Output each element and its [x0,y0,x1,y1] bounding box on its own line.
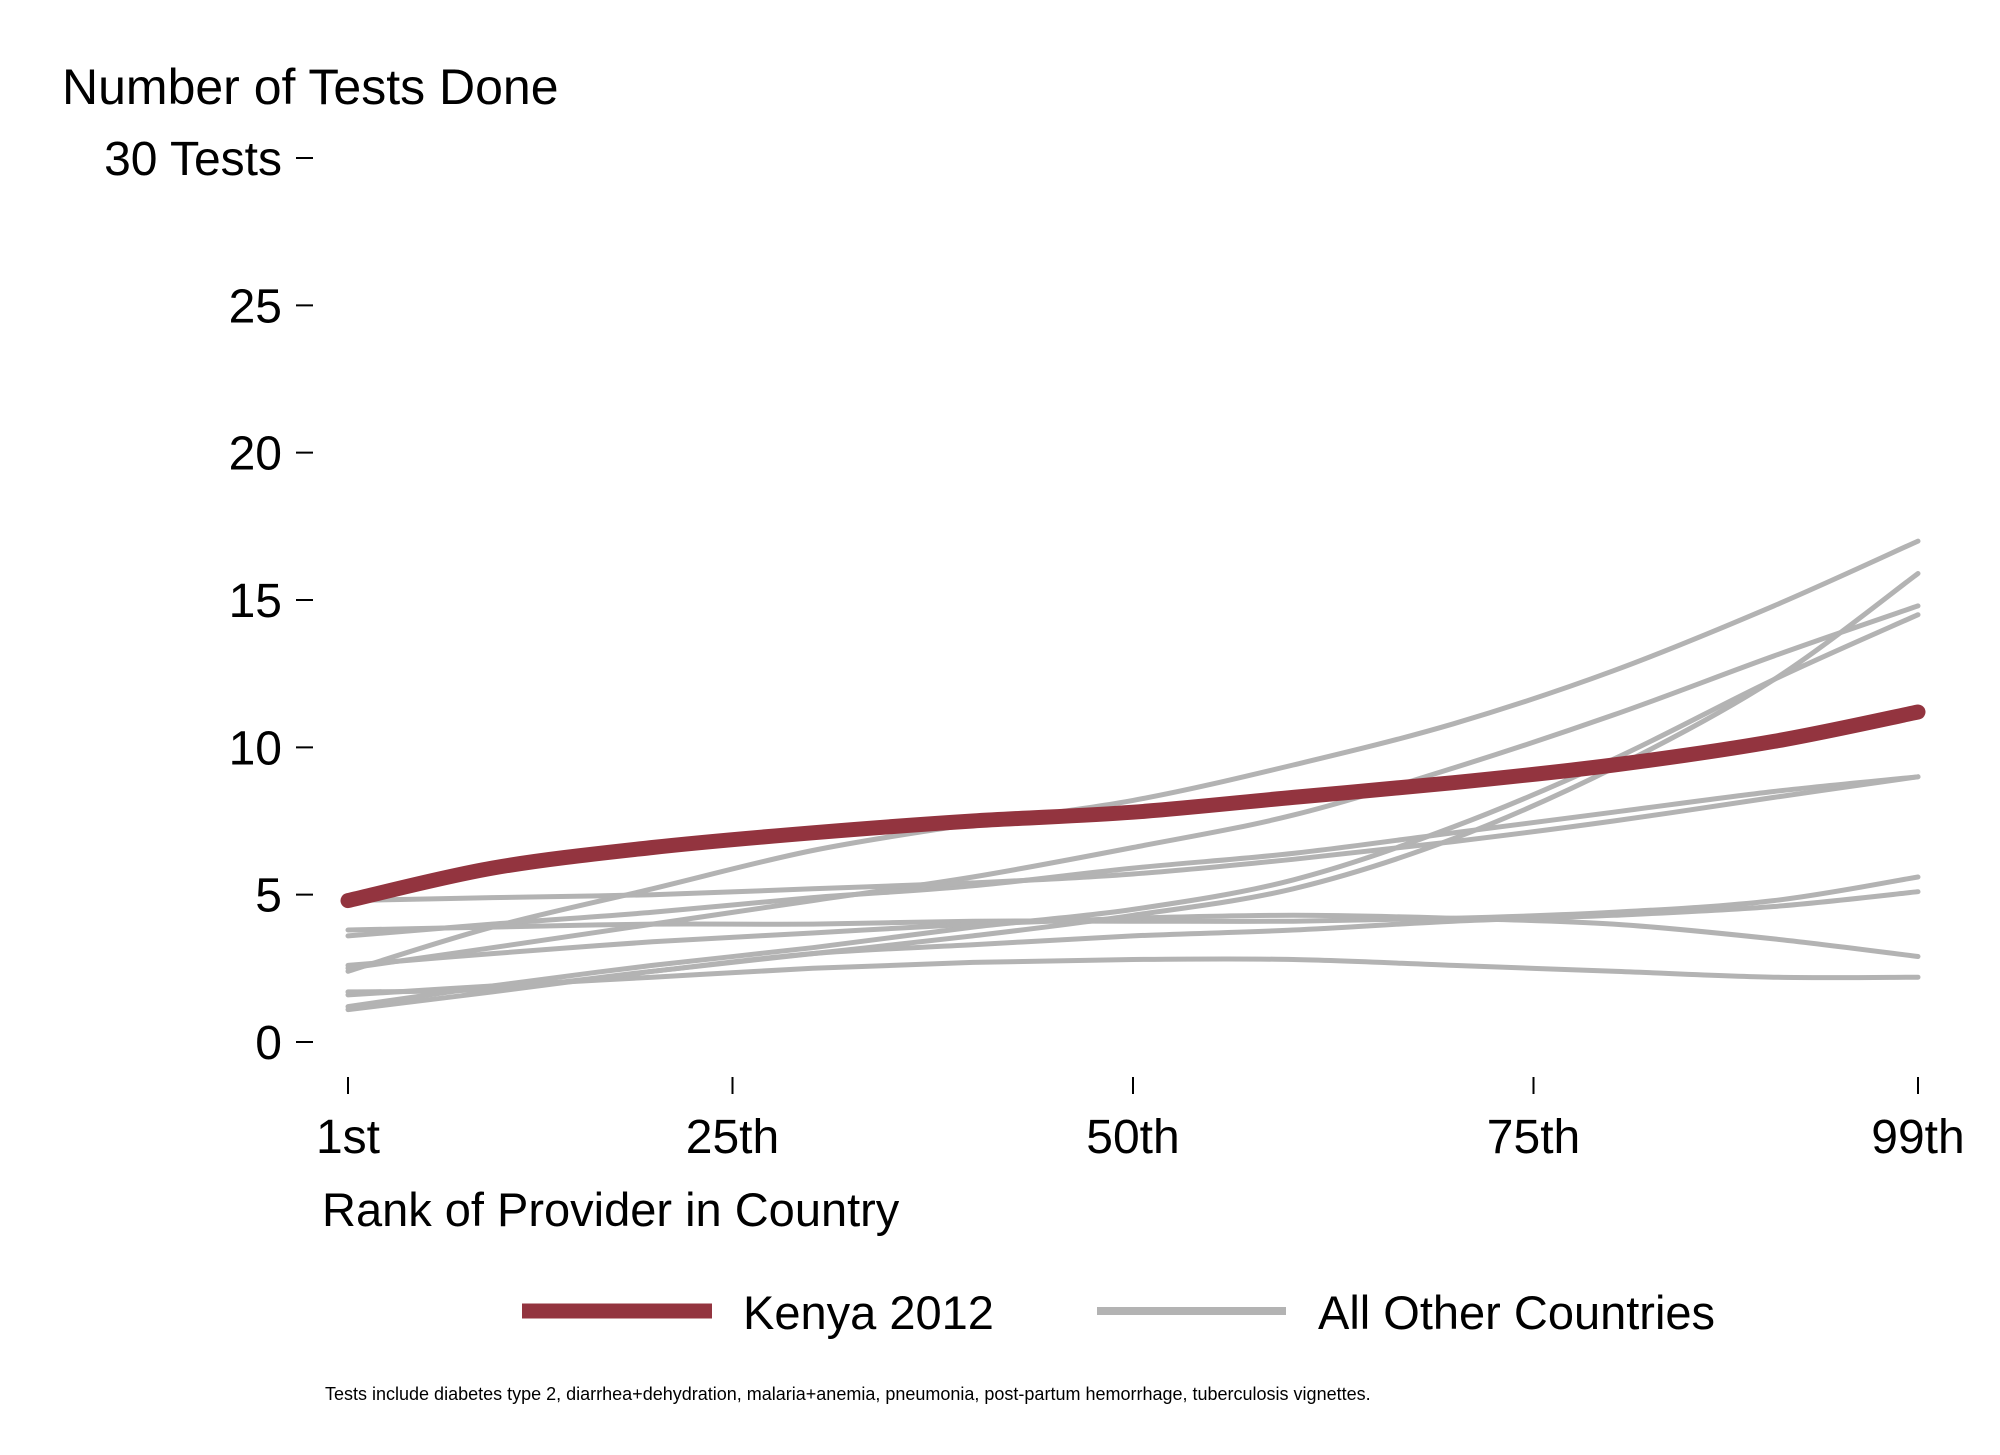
x-tick-label: 25th [686,1111,779,1164]
legend-label-kenya: Kenya 2012 [743,1286,994,1339]
series-line-other-country-4 [345,612,1921,1010]
series-line-other-country-1 [345,538,1921,974]
y-axis-title: Number of Tests Done [62,59,559,115]
series-line-other-country-10 [345,889,1921,995]
y-tick-label: 20 [229,428,282,481]
x-tick-label: 99th [1871,1111,1964,1164]
series-line-other-country-6 [345,774,1921,904]
y-tick-label: 5 [255,870,282,923]
legend: Kenya 2012 All Other Countries [522,1286,1715,1339]
series-line-other-country-2 [345,603,1921,971]
legend-label-other: All Other Countries [1318,1286,1715,1339]
footnote: Tests include diabetes type 2, diarrhea+… [325,1384,1371,1404]
x-axis-title: Rank of Provider in Country [322,1183,900,1236]
x-tick-label: 50th [1086,1111,1179,1164]
y-tick-label: 15 [229,575,282,628]
x-tick-label: 75th [1487,1111,1580,1164]
x-axis: 1st 25th 50th 75th 99th [316,1077,1965,1164]
y-tick-label: 25 [229,280,282,333]
series-line-other-country-7 [345,874,1921,933]
series-line-other-country-5 [345,774,1921,939]
y-tick-label: 30 Tests [104,133,282,186]
x-tick-label: 1st [316,1111,380,1164]
plot-area [340,538,1926,1013]
series-line-other-country-8 [345,912,1921,968]
y-tick-label: 10 [229,722,282,775]
y-tick-label: 0 [255,1017,282,1070]
series-line-other-country-9 [345,956,1921,998]
series-line-kenya-2012 [340,704,1926,909]
y-axis: 0 5 10 15 20 25 30 Tests [104,133,313,1070]
